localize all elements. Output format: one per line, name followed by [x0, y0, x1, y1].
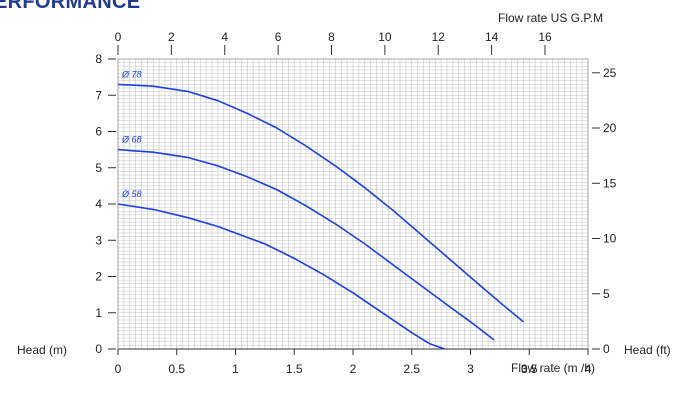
y-right-tick-label: 5 — [603, 287, 610, 301]
series-label: Ø 78 — [121, 69, 142, 79]
y-left-axis-title: Head (m) — [17, 343, 67, 357]
y-right-tick-label: 15 — [603, 176, 617, 190]
y-left-tick-label: 4 — [95, 197, 102, 211]
x-bottom-tick-label: 2 — [350, 362, 357, 376]
x-top-tick-label: 14 — [485, 30, 499, 44]
y-left-tick-label: 8 — [95, 52, 102, 66]
x-bottom-tick-label: 2.5 — [403, 362, 420, 376]
x-bottom-tick-label: 0 — [115, 362, 122, 376]
x-bottom-tick-label: 0.5 — [168, 362, 185, 376]
x-bottom-tick-label: 1 — [232, 362, 239, 376]
plot-series — [117, 83, 524, 350]
y-right-tick-label: 25 — [603, 66, 617, 80]
y-right-tick-label: 10 — [603, 232, 617, 246]
y-right-axis-title: Head (ft) — [624, 343, 671, 357]
x-top-tick-label: 4 — [221, 30, 228, 44]
y-left-tick-label: 7 — [95, 88, 102, 102]
series-line — [117, 203, 445, 350]
plot-axes — [108, 45, 600, 355]
y-left-tick-label: 5 — [95, 161, 102, 175]
x-bottom-tick-label: 3.5 — [521, 362, 538, 376]
x-top-tick-label: 12 — [432, 30, 446, 44]
section-heading: ERFORMANCE — [0, 0, 141, 13]
y-left-tick-label: 3 — [95, 233, 102, 247]
series-label: Ø 58 — [121, 189, 142, 199]
x-bottom-tick-label: 4 — [585, 362, 592, 376]
x-top-tick-label: 10 — [378, 30, 392, 44]
y-right-tick-label: 0 — [603, 342, 610, 356]
series-line — [117, 83, 524, 323]
plot-grid — [117, 58, 589, 350]
plot-labels: 0 0.5 1 1.5 2 2.5 3 3.5 40 2 4 6 8 10 12 14 160123456780… — [17, 11, 671, 376]
x-bottom-tick-label: 3 — [467, 362, 474, 376]
x-bottom-axis-title: Flow rate (m /h) — [511, 361, 595, 375]
x-top-tick-label: 6 — [275, 30, 282, 44]
x-top-tick-label: 8 — [328, 30, 335, 44]
y-right-tick-label: 20 — [603, 121, 617, 135]
x-top-axis-title: Flow rate US G.P.M — [498, 11, 603, 25]
series-line — [117, 148, 495, 341]
x-top-tick-label: 16 — [538, 30, 552, 44]
y-left-tick-label: 2 — [95, 270, 102, 284]
y-left-tick-label: 0 — [95, 342, 102, 356]
y-left-tick-label: 6 — [95, 125, 102, 139]
x-top-tick-label: 0 — [115, 30, 122, 44]
x-bottom-tick-label: 1.5 — [286, 362, 303, 376]
x-top-tick-label: 2 — [168, 30, 175, 44]
y-left-tick-label: 1 — [95, 306, 102, 320]
series-label: Ø 68 — [121, 135, 142, 145]
